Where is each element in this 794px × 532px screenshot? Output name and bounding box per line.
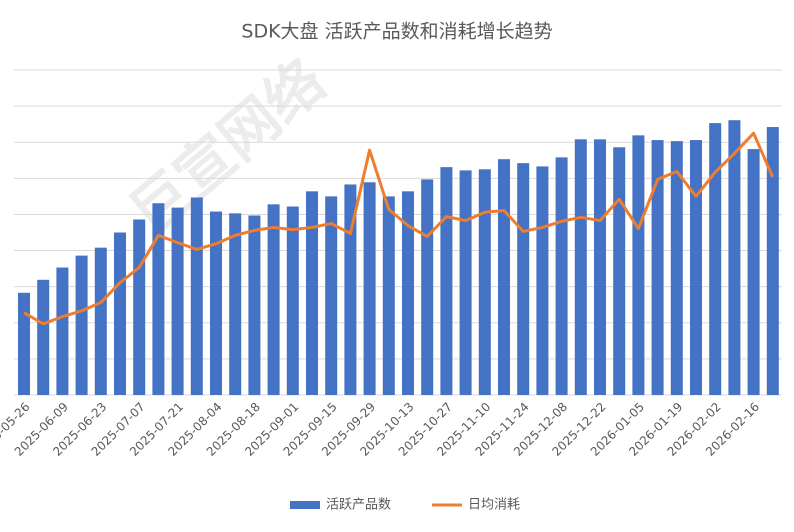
bar [152,203,165,395]
bar [190,197,203,395]
bar [37,279,50,395]
bar [766,127,779,396]
bar [421,179,434,395]
bar [747,149,760,395]
bar [574,139,587,395]
bar [498,159,510,395]
bar [632,135,645,395]
legend-label: 活跃产品数 [326,498,391,513]
bar [555,157,568,395]
bar [478,169,491,395]
bar [594,139,606,395]
bar [651,140,664,395]
bar [536,166,549,395]
bar [382,196,395,395]
bar [171,207,184,395]
bar [670,141,683,395]
bar [728,120,741,395]
bar [248,215,261,395]
bar [229,213,242,395]
bar [517,163,530,395]
bar [440,167,453,395]
bar [210,211,222,395]
legend-label: 日均消耗 [468,498,520,513]
bar [75,255,88,395]
bar [267,204,280,395]
bar [306,191,318,395]
watermark: 巨宣网络 [117,46,338,247]
bar [18,292,30,395]
bar [402,191,414,395]
chart-title: SDK大盘 活跃产品数和消耗增长趋势 [241,21,552,43]
bar [56,267,69,395]
bar [709,123,722,395]
bar [344,184,357,395]
bar [133,219,146,395]
bar [613,147,626,395]
bar [114,232,126,395]
line [23,131,775,326]
bar [690,140,702,395]
bar [459,170,472,395]
bar [94,247,107,395]
bar [363,182,376,395]
legend-swatch [290,501,320,509]
bar [325,196,338,395]
bar [286,206,299,395]
